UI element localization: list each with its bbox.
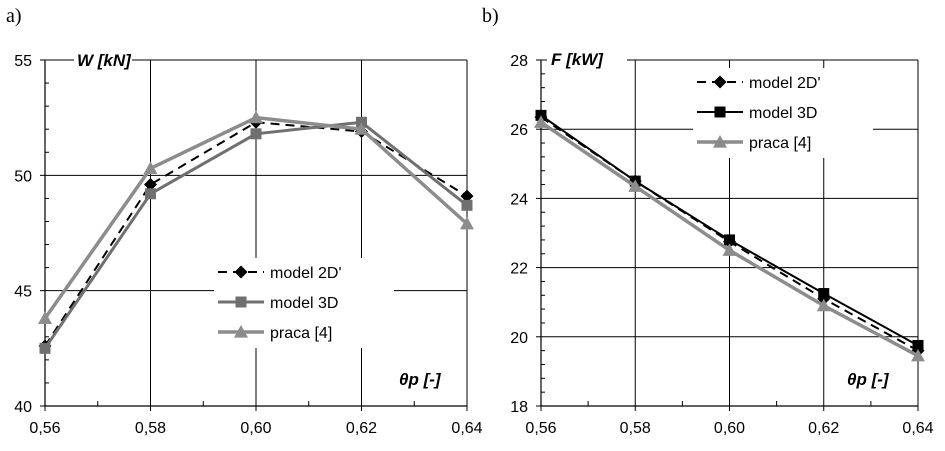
chart-a-series-1-point bbox=[250, 128, 262, 140]
chart-a-series-0-point bbox=[460, 189, 474, 203]
chart-a-legend-marker-2 bbox=[234, 325, 248, 338]
chart-b-xlabel-bg bbox=[844, 368, 900, 392]
chart-b-x-tick-label: 0,64 bbox=[902, 420, 933, 437]
chart-a-series-2-point bbox=[249, 110, 263, 124]
chart-a-y-tick-label: 50 bbox=[14, 168, 32, 185]
chart-a-x-tick-label: 0,58 bbox=[135, 420, 166, 437]
chart-a-series bbox=[38, 110, 474, 354]
chart-b-y-tick-label: 24 bbox=[510, 191, 528, 208]
chart-b-ylabel-bg bbox=[547, 48, 627, 72]
chart-b-series-1-point bbox=[912, 339, 924, 351]
chart-a-x-tick-label: 0,60 bbox=[240, 420, 271, 437]
chart-b-x-tick-label: 0,62 bbox=[808, 420, 839, 437]
chart-a-legend: model 2D' model 3D praca [4] bbox=[214, 258, 394, 348]
chart-b-x-tick-label: 0,58 bbox=[620, 420, 651, 437]
chart-a-x-tick-label: 0,62 bbox=[346, 420, 377, 437]
chart-b-x-tick-label: 0,60 bbox=[714, 420, 745, 437]
chart-a-x-tick-label: 0,56 bbox=[29, 420, 60, 437]
chart-a-series-1-point bbox=[461, 199, 473, 211]
chart-b-xlabel: θp [-] bbox=[847, 370, 890, 389]
chart-a-series-2-point bbox=[38, 311, 52, 324]
chart-b-series bbox=[534, 109, 925, 362]
chart-a-ylabel: W [kN] bbox=[77, 51, 132, 70]
chart-a-series-2-point bbox=[143, 161, 158, 175]
chart-b-legend-label-1: model 3D bbox=[749, 105, 817, 122]
chart-a-legend-marker-0 bbox=[234, 265, 248, 279]
chart-b-legend-label-2: praca [4] bbox=[749, 135, 811, 152]
chart-b-y-tick-label: 28 bbox=[510, 53, 528, 70]
chart-b-series-2-point bbox=[628, 179, 643, 192]
chart-b-legend: model 2D' model 3D praca [4] bbox=[693, 68, 873, 158]
chart-a-series-2-point bbox=[460, 216, 474, 230]
chart-b-ylabel: F [kW] bbox=[551, 50, 604, 69]
chart-b-series-1-point bbox=[818, 288, 830, 300]
chart-b-series-2-point bbox=[534, 115, 548, 128]
panel-label-a: a) bbox=[6, 5, 22, 27]
chart-b-legend-marker-2 bbox=[713, 135, 727, 148]
chart-a-legend-label-0: model 2D' bbox=[270, 265, 342, 282]
chart-a-legend-label-1: model 3D bbox=[270, 295, 338, 312]
chart-a-series-0-point bbox=[144, 178, 157, 192]
chart-b-series-1-point bbox=[724, 234, 735, 246]
chart-b-legend-label-0: model 2D' bbox=[749, 75, 821, 92]
chart-a: a) 0,56 0,58 0,60 0,62 0,64 40 45 50 55 W [kN] θ… bbox=[6, 5, 483, 437]
chart-b-y-tick-label: 22 bbox=[510, 261, 528, 278]
chart-b-y-tick-label: 18 bbox=[510, 399, 528, 416]
chart-b-series-2-point bbox=[816, 298, 831, 312]
chart-a-y-tick-label: 45 bbox=[14, 284, 32, 301]
chart-a-series-2-point bbox=[354, 122, 369, 135]
chart-b-x-tick-label: 0,56 bbox=[525, 420, 556, 437]
panel-label-b: b) bbox=[482, 5, 499, 27]
chart-b-y-tick-label: 26 bbox=[510, 122, 528, 139]
chart-b: b) 0,56 0,58 0,60 0,62 0,64 18 20 22 24 26 28 F [k… bbox=[482, 5, 934, 437]
chart-a-series-1-point bbox=[145, 188, 156, 200]
chart-b-legend-marker-1 bbox=[714, 106, 726, 118]
chart-a-xlabel-bg bbox=[396, 368, 452, 392]
chart-a-legend-marker-1 bbox=[235, 296, 247, 308]
chart-b-tick-labels: 0,56 0,58 0,60 0,62 0,64 18 20 22 24 26 28 bbox=[510, 53, 933, 437]
chart-a-y-tick-label: 55 bbox=[14, 53, 32, 70]
chart-a-series-1-point bbox=[39, 342, 51, 354]
chart-a-tick-labels: 0,56 0,58 0,60 0,62 0,64 40 45 50 55 bbox=[14, 53, 482, 437]
chart-a-y-tick-label: 40 bbox=[14, 399, 32, 416]
chart-a-xlabel: θp [-] bbox=[399, 370, 442, 389]
chart-b-y-tick-label: 20 bbox=[510, 330, 528, 347]
chart-a-x-tick-label: 0,64 bbox=[451, 420, 482, 437]
chart-a-ylabel-bg bbox=[74, 48, 132, 72]
chart-b-series-2-point bbox=[722, 243, 737, 256]
chart-a-legend-label-2: praca [4] bbox=[270, 325, 332, 342]
chart-b-series-2-point bbox=[911, 348, 925, 362]
chart-b-legend-marker-0 bbox=[713, 75, 727, 89]
